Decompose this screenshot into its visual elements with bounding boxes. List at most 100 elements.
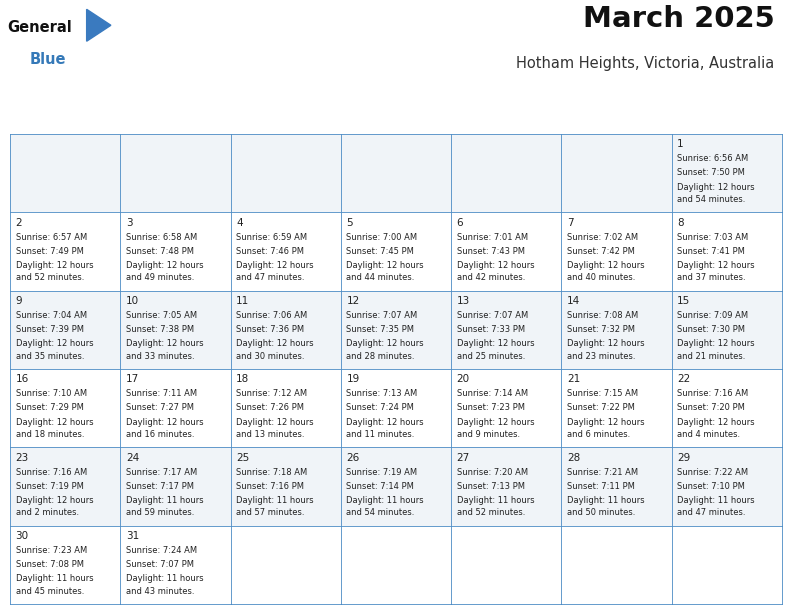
Text: 22: 22 [677, 375, 691, 384]
Text: 5: 5 [346, 218, 353, 228]
Text: Sunrise: 7:16 AM: Sunrise: 7:16 AM [16, 468, 87, 477]
Text: 29: 29 [677, 453, 691, 463]
Text: Blue: Blue [29, 52, 66, 67]
Text: Tuesday: Tuesday [262, 116, 310, 126]
Text: 3: 3 [126, 218, 132, 228]
Text: Sunset: 7:32 PM: Sunset: 7:32 PM [567, 325, 635, 334]
Text: Sunrise: 7:17 AM: Sunrise: 7:17 AM [126, 468, 197, 477]
Text: Sunset: 7:48 PM: Sunset: 7:48 PM [126, 247, 194, 256]
Text: Sunrise: 6:57 AM: Sunrise: 6:57 AM [16, 233, 87, 242]
Text: and 30 minutes.: and 30 minutes. [236, 352, 305, 360]
Text: Sunrise: 7:02 AM: Sunrise: 7:02 AM [567, 233, 638, 242]
Text: 26: 26 [346, 453, 360, 463]
Text: 30: 30 [16, 531, 29, 541]
Text: Sunset: 7:20 PM: Sunset: 7:20 PM [677, 403, 745, 412]
Text: 25: 25 [236, 453, 249, 463]
Text: Daylight: 12 hours: Daylight: 12 hours [677, 261, 755, 270]
Text: Daylight: 12 hours: Daylight: 12 hours [16, 496, 93, 505]
Text: Sunset: 7:45 PM: Sunset: 7:45 PM [346, 247, 414, 256]
Text: and 52 minutes.: and 52 minutes. [16, 274, 84, 282]
Text: 21: 21 [567, 375, 581, 384]
Text: Daylight: 11 hours: Daylight: 11 hours [677, 496, 755, 505]
Text: and 57 minutes.: and 57 minutes. [236, 509, 305, 517]
Text: 15: 15 [677, 296, 691, 306]
Text: 24: 24 [126, 453, 139, 463]
Text: Daylight: 12 hours: Daylight: 12 hours [457, 339, 535, 348]
Text: Sunset: 7:38 PM: Sunset: 7:38 PM [126, 325, 194, 334]
Text: 14: 14 [567, 296, 581, 306]
Text: Daylight: 12 hours: Daylight: 12 hours [567, 261, 645, 270]
Text: Daylight: 12 hours: Daylight: 12 hours [677, 417, 755, 427]
Text: Sunday: Sunday [44, 116, 87, 126]
Text: 31: 31 [126, 531, 139, 541]
Text: Daylight: 12 hours: Daylight: 12 hours [677, 182, 755, 192]
Text: Hotham Heights, Victoria, Australia: Hotham Heights, Victoria, Australia [516, 56, 775, 71]
Text: Daylight: 12 hours: Daylight: 12 hours [16, 339, 93, 348]
Text: and 18 minutes.: and 18 minutes. [16, 430, 84, 439]
Text: Daylight: 11 hours: Daylight: 11 hours [567, 496, 645, 505]
Text: and 54 minutes.: and 54 minutes. [346, 509, 415, 517]
Text: Sunset: 7:36 PM: Sunset: 7:36 PM [236, 325, 304, 334]
Text: and 6 minutes.: and 6 minutes. [567, 430, 630, 439]
Text: Sunrise: 7:23 AM: Sunrise: 7:23 AM [16, 546, 87, 555]
Text: Daylight: 12 hours: Daylight: 12 hours [677, 339, 755, 348]
Text: Sunset: 7:49 PM: Sunset: 7:49 PM [16, 247, 83, 256]
Text: Sunset: 7:26 PM: Sunset: 7:26 PM [236, 403, 304, 412]
Text: Sunset: 7:11 PM: Sunset: 7:11 PM [567, 482, 635, 491]
Text: 27: 27 [457, 453, 470, 463]
Text: Sunrise: 6:58 AM: Sunrise: 6:58 AM [126, 233, 197, 242]
Text: 7: 7 [567, 218, 573, 228]
Text: 13: 13 [457, 296, 470, 306]
Text: Sunrise: 7:16 AM: Sunrise: 7:16 AM [677, 389, 748, 398]
Text: Daylight: 11 hours: Daylight: 11 hours [126, 496, 204, 505]
Text: and 45 minutes.: and 45 minutes. [16, 587, 84, 595]
Text: Daylight: 12 hours: Daylight: 12 hours [236, 339, 314, 348]
Text: Sunset: 7:10 PM: Sunset: 7:10 PM [677, 482, 745, 491]
Text: Sunrise: 7:03 AM: Sunrise: 7:03 AM [677, 233, 748, 242]
Text: Sunset: 7:16 PM: Sunset: 7:16 PM [236, 482, 304, 491]
Text: Sunset: 7:35 PM: Sunset: 7:35 PM [346, 325, 414, 334]
Text: Daylight: 11 hours: Daylight: 11 hours [16, 574, 93, 583]
Text: Daylight: 12 hours: Daylight: 12 hours [567, 339, 645, 348]
Text: Sunset: 7:17 PM: Sunset: 7:17 PM [126, 482, 194, 491]
Text: Sunset: 7:08 PM: Sunset: 7:08 PM [16, 560, 83, 569]
Text: March 2025: March 2025 [583, 6, 775, 34]
Text: Saturday: Saturday [700, 116, 753, 126]
Text: Sunrise: 7:07 AM: Sunrise: 7:07 AM [457, 311, 528, 320]
Text: Sunrise: 7:20 AM: Sunrise: 7:20 AM [457, 468, 527, 477]
Text: and 28 minutes.: and 28 minutes. [346, 352, 415, 360]
Text: and 35 minutes.: and 35 minutes. [16, 352, 84, 360]
Polygon shape [86, 9, 111, 41]
Text: Daylight: 11 hours: Daylight: 11 hours [236, 496, 314, 505]
Text: Daylight: 12 hours: Daylight: 12 hours [346, 261, 424, 270]
Text: Friday: Friday [599, 116, 634, 126]
Text: Daylight: 12 hours: Daylight: 12 hours [16, 417, 93, 427]
Text: and 50 minutes.: and 50 minutes. [567, 509, 635, 517]
Text: Sunrise: 7:11 AM: Sunrise: 7:11 AM [126, 389, 197, 398]
Text: Daylight: 12 hours: Daylight: 12 hours [126, 339, 204, 348]
Text: 4: 4 [236, 218, 242, 228]
Text: Sunrise: 6:59 AM: Sunrise: 6:59 AM [236, 233, 307, 242]
Text: Sunrise: 7:14 AM: Sunrise: 7:14 AM [457, 389, 527, 398]
Text: and 52 minutes.: and 52 minutes. [457, 509, 525, 517]
Text: Sunrise: 7:19 AM: Sunrise: 7:19 AM [346, 468, 417, 477]
Text: Daylight: 11 hours: Daylight: 11 hours [346, 496, 424, 505]
Text: 28: 28 [567, 453, 581, 463]
Text: and 49 minutes.: and 49 minutes. [126, 274, 194, 282]
Text: and 43 minutes.: and 43 minutes. [126, 587, 194, 595]
Text: 6: 6 [457, 218, 463, 228]
Text: Sunset: 7:22 PM: Sunset: 7:22 PM [567, 403, 635, 412]
Text: Sunset: 7:19 PM: Sunset: 7:19 PM [16, 482, 83, 491]
Text: Sunset: 7:39 PM: Sunset: 7:39 PM [16, 325, 83, 334]
Text: Sunrise: 7:21 AM: Sunrise: 7:21 AM [567, 468, 638, 477]
Text: Sunset: 7:29 PM: Sunset: 7:29 PM [16, 403, 83, 412]
Text: 12: 12 [346, 296, 360, 306]
Text: Sunrise: 7:24 AM: Sunrise: 7:24 AM [126, 546, 197, 555]
Text: 10: 10 [126, 296, 139, 306]
Text: Sunrise: 7:12 AM: Sunrise: 7:12 AM [236, 389, 307, 398]
Text: Daylight: 11 hours: Daylight: 11 hours [126, 574, 204, 583]
Text: 16: 16 [16, 375, 29, 384]
Text: Daylight: 12 hours: Daylight: 12 hours [16, 261, 93, 270]
Text: Sunset: 7:30 PM: Sunset: 7:30 PM [677, 325, 745, 334]
Text: and 47 minutes.: and 47 minutes. [677, 509, 746, 517]
